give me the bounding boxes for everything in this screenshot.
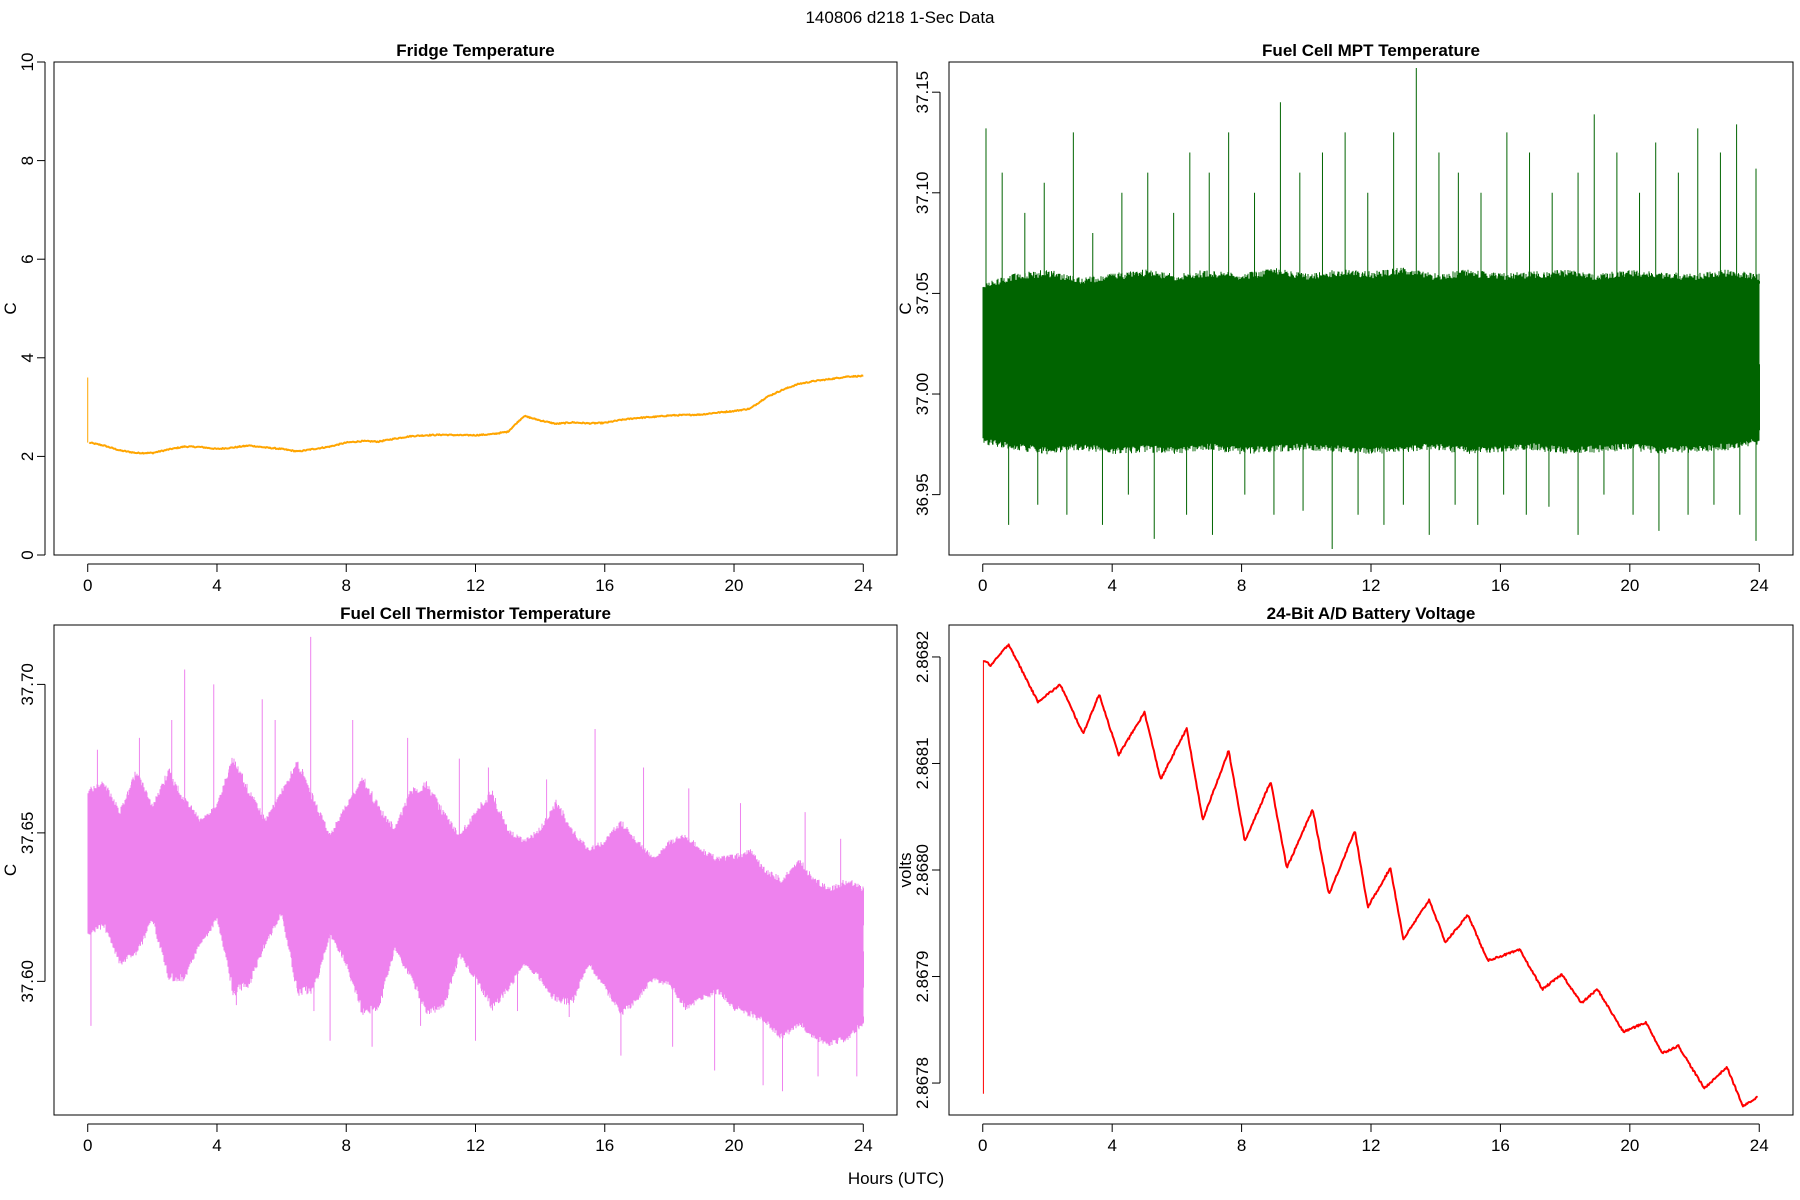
x-tick-label: 12 [466, 576, 485, 595]
y-tick-label: 6 [18, 254, 37, 263]
x-tick-label: 4 [1107, 1136, 1116, 1155]
series-group [982, 643, 1758, 1108]
x-tick-label: 20 [725, 576, 744, 595]
plot-frame [948, 61, 1794, 556]
y-tick-label: 37.05 [913, 272, 932, 315]
y-tick-label: 2.8678 [913, 1057, 932, 1109]
y-tick-label: 2 [18, 452, 37, 461]
x-tick-label: 12 [466, 1136, 485, 1155]
y-tick-label: 8 [18, 156, 37, 165]
y-tick-label: 2.8680 [913, 844, 932, 896]
x-tick-label: 4 [212, 576, 221, 595]
y-tick-label: 2.8682 [913, 631, 932, 683]
x-tick-label: 24 [854, 576, 873, 595]
y-tick-label: 0 [18, 550, 37, 559]
y-tick-label: 10 [18, 53, 37, 72]
panel-title: Fuel Cell MPT Temperature [1262, 41, 1480, 60]
y-tick-label: 2.8679 [913, 951, 932, 1003]
x-tick-label: 16 [595, 576, 614, 595]
y-tick-label: 37.10 [913, 172, 932, 215]
x-tick-label: 8 [342, 576, 351, 595]
data-line [88, 374, 864, 455]
x-tick-label: 24 [1750, 1136, 1769, 1155]
panel-battery-voltage: 24-Bit A/D Battery Voltage volts 0 4 8 12 16 20… [896, 604, 1794, 1155]
x-tick-label: 20 [725, 1136, 744, 1155]
y-tick-label: 37.65 [18, 812, 37, 855]
y-tick-label: 37.60 [18, 960, 37, 1003]
x-tick-label: 0 [978, 576, 987, 595]
data-line [983, 643, 1758, 1108]
figure-xlabel: Hours (UTC) [848, 1169, 944, 1188]
y-tick-label: 37.15 [913, 71, 932, 114]
x-tick-label: 12 [1362, 1136, 1381, 1155]
y-axis-label: C [1, 302, 20, 314]
y-tick-label: 4 [18, 353, 37, 362]
panel-fuel-cell-mpt-temperature: Fuel Cell MPT Temperature C 0 4 8 12 16 20 24 36.… [896, 41, 1794, 595]
x-tick-label: 20 [1620, 576, 1639, 595]
panel-title: Fridge Temperature [396, 41, 554, 60]
x-tick-label: 0 [83, 576, 92, 595]
series-group [87, 374, 864, 455]
y-tick-label: 2.8681 [913, 737, 932, 789]
plot-frame [53, 61, 898, 556]
y-tick-label: 37.70 [18, 663, 37, 706]
y-tick-label: 37.00 [913, 373, 932, 416]
x-tick-label: 24 [1750, 576, 1769, 595]
plot-frame [53, 624, 898, 1116]
panel-title: Fuel Cell Thermistor Temperature [340, 604, 611, 623]
plot-frame [948, 624, 1794, 1116]
data-band [982, 267, 1760, 455]
x-tick-label: 16 [595, 1136, 614, 1155]
figure-title: 140806 d218 1-Sec Data [805, 8, 995, 27]
x-tick-label: 16 [1491, 576, 1510, 595]
x-tick-label: 4 [1107, 576, 1116, 595]
series-group [982, 68, 1760, 549]
x-tick-label: 0 [978, 1136, 987, 1155]
x-tick-label: 8 [342, 1136, 351, 1155]
series-group [87, 636, 864, 1092]
panel-title: 24-Bit A/D Battery Voltage [1267, 604, 1476, 623]
data-band [87, 757, 864, 1046]
x-tick-label: 20 [1620, 1136, 1639, 1155]
y-axis-label: volts [896, 853, 915, 888]
x-tick-label: 0 [83, 1136, 92, 1155]
y-axis-label: C [1, 864, 20, 876]
y-axis-label: C [896, 302, 915, 314]
x-tick-label: 12 [1362, 576, 1381, 595]
x-tick-label: 24 [854, 1136, 873, 1155]
y-tick-label: 36.95 [913, 473, 932, 516]
x-tick-label: 8 [1237, 1136, 1246, 1155]
panel-fuel-cell-thermistor-temperature: Fuel Cell Thermistor Temperature C 0 4 8 12 16… [1, 604, 898, 1155]
x-tick-label: 4 [212, 1136, 221, 1155]
x-tick-label: 8 [1237, 576, 1246, 595]
x-tick-label: 16 [1491, 1136, 1510, 1155]
